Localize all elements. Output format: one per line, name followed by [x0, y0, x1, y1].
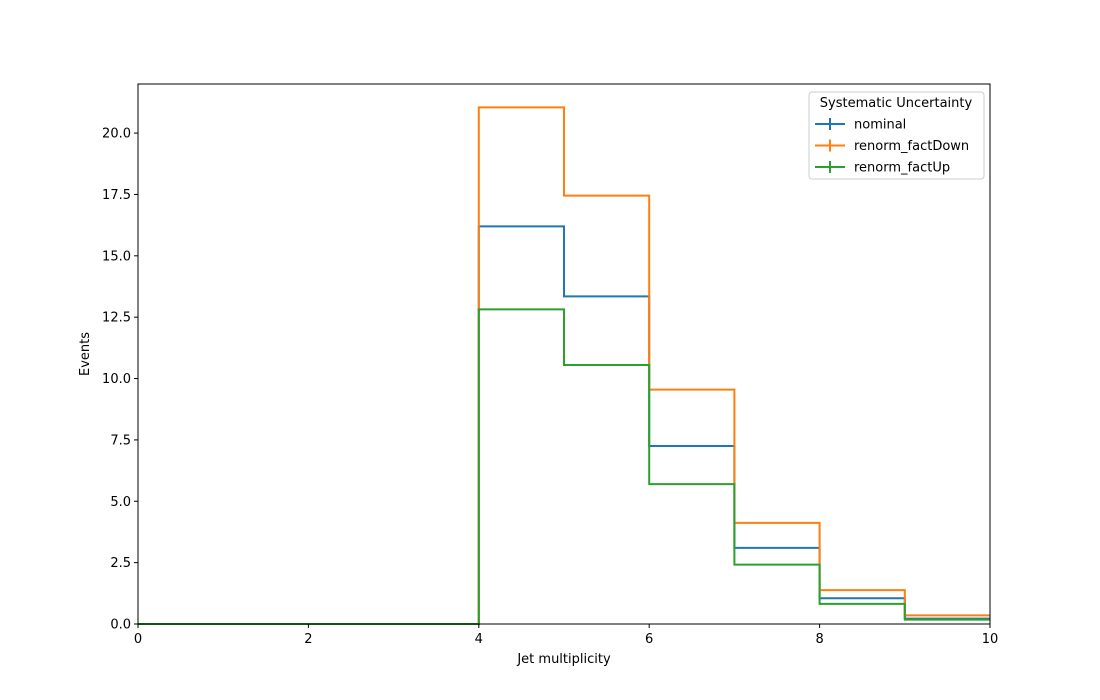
- y-tick-label: 10.0: [102, 372, 131, 387]
- y-axis-title: Events: [78, 332, 93, 376]
- legend-entry-renorm_factUp: renorm_factUp: [815, 161, 950, 176]
- y-tick-label: 17.5: [102, 188, 131, 203]
- y-tick-label: 5.0: [110, 495, 131, 510]
- y-tick-label: 2.5: [110, 556, 131, 571]
- x-tick-label: 4: [475, 632, 483, 647]
- x-tick-label: 8: [815, 632, 823, 647]
- y-tick-label: 12.5: [102, 311, 131, 326]
- x-tick-label: 0: [134, 632, 142, 647]
- legend-label: renorm_factUp: [854, 161, 950, 176]
- y-tick-label: 0.0: [110, 618, 131, 633]
- y-axis: 0.0 2.5 5.0 7.5 10.0 12.5 15.0 17.5 20.0: [102, 127, 138, 633]
- legend-entry-nominal: nominal: [815, 118, 906, 133]
- axes-frame: [137, 83, 991, 625]
- legend-title: Systematic Uncertainty: [820, 96, 973, 111]
- legend-entries: nominal renorm_factDown renorm_factUp: [815, 118, 969, 176]
- legend: Systematic Uncertainty nominal renorm_fac…: [808, 91, 985, 180]
- x-axis: 0 2 4 6 8 10: [134, 624, 998, 647]
- legend-label: renorm_factDown: [854, 139, 969, 154]
- legend-label: nominal: [854, 118, 906, 133]
- legend-entry-renorm_factDown: renorm_factDown: [815, 139, 969, 154]
- y-tick-label: 7.5: [110, 433, 131, 448]
- y-tick-label: 20.0: [102, 127, 131, 142]
- x-axis-title: Jet multiplicity: [516, 652, 611, 667]
- x-tick-label: 2: [304, 632, 312, 647]
- x-tick-label: 10: [982, 632, 999, 647]
- x-tick-label: 6: [645, 632, 653, 647]
- y-tick-label: 15.0: [102, 249, 131, 264]
- legend-box: [808, 91, 985, 180]
